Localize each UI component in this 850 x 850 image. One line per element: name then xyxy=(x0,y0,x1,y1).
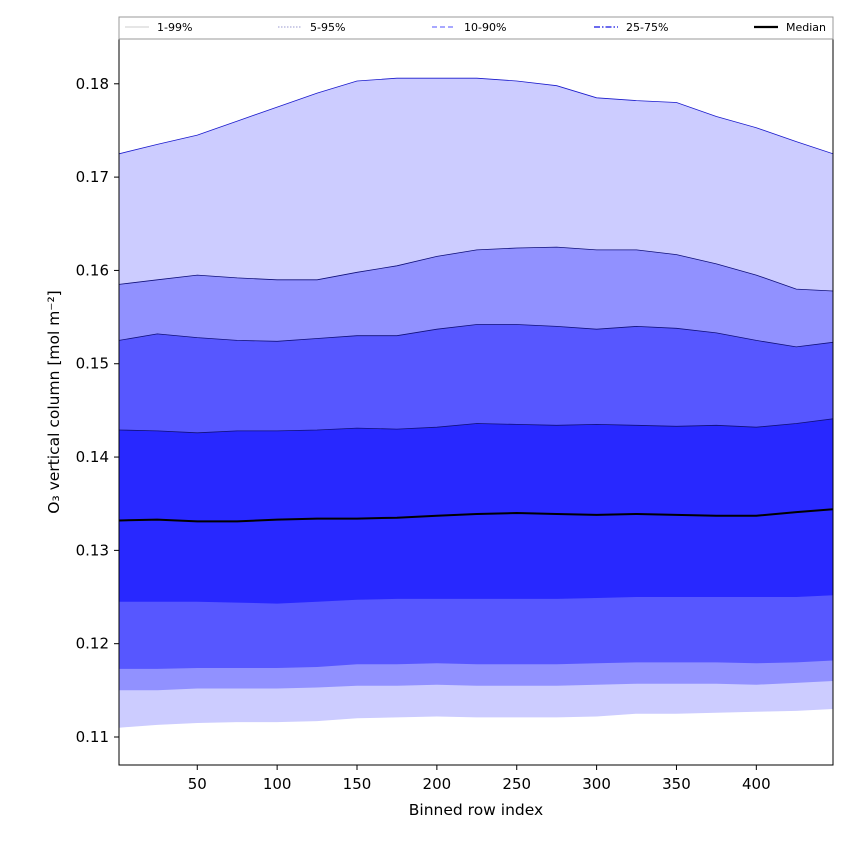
x-tick-label: 150 xyxy=(343,775,372,793)
band-upper-edge-10-90% xyxy=(119,324,833,348)
y-tick-label: 0.15 xyxy=(76,355,109,373)
band-25-75% xyxy=(119,418,833,604)
legend-label: Median xyxy=(786,21,826,34)
x-tick-label: 400 xyxy=(742,775,771,793)
y-tick-label: 0.18 xyxy=(76,75,109,93)
x-tick-label: 350 xyxy=(662,775,691,793)
y-axis: 0.11 0.12 0.13 0.14 0.15 0.16 0.17 0.18 xyxy=(76,75,119,746)
band-upper-edge-1-99% xyxy=(119,77,833,155)
y-tick-label: 0.13 xyxy=(76,541,109,559)
y-tick-label: 0.14 xyxy=(76,448,109,466)
x-tick-label: 100 xyxy=(263,775,292,793)
legend-label: 10-90% xyxy=(464,21,506,34)
y-tick-label: 0.16 xyxy=(76,261,109,279)
y-tick-label: 0.12 xyxy=(76,635,109,653)
y-tick-label: 0.17 xyxy=(76,168,109,186)
median-line xyxy=(119,508,833,523)
x-axis: 50 100 150 200 250 300 350 400 xyxy=(188,765,771,793)
y-axis-label: O₃ vertical column [mol m⁻²] xyxy=(45,290,63,513)
legend: 1-99% 5-95% 10-90% 25-75% Median xyxy=(118,16,834,40)
y-tick-label: 0.11 xyxy=(76,728,109,746)
median-layer xyxy=(119,508,833,523)
x-tick-label: 200 xyxy=(423,775,452,793)
x-tick-label: 250 xyxy=(502,775,531,793)
band-upper-edge-25-75% xyxy=(119,418,833,434)
legend-frame xyxy=(118,16,834,40)
x-axis-label: Binned row index xyxy=(409,801,543,819)
bands-layer xyxy=(119,77,833,728)
legend-label: 25-75% xyxy=(626,21,668,34)
x-tick-label: 300 xyxy=(582,775,611,793)
legend-label: 1-99% xyxy=(157,21,192,34)
legend-label: 5-95% xyxy=(310,21,345,34)
band-upper-edge-5-95% xyxy=(119,246,833,292)
x-tick-label: 50 xyxy=(188,775,207,793)
